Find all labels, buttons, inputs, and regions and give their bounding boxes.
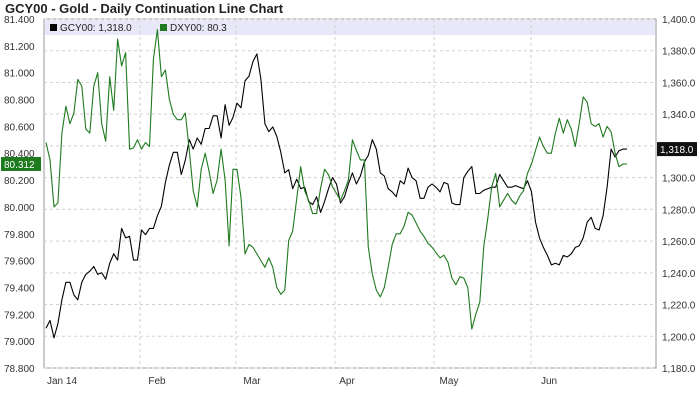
- last-value-tag: [1, 156, 41, 171]
- left-tick-label: 80.600: [4, 122, 35, 133]
- series-line-gcy00: [45, 53, 627, 339]
- left-tick-label: 78.800: [4, 364, 35, 375]
- x-tick-label: Jan 14: [47, 376, 77, 387]
- right-tick-label: 1,180.0: [662, 364, 696, 375]
- left-tick-label: 80.200: [4, 176, 35, 187]
- plot-area: [43, 18, 657, 369]
- left-tick-label: 80.800: [4, 96, 35, 107]
- right-tick-label: 1,280.0: [662, 205, 696, 216]
- legend-band: [45, 20, 655, 35]
- left-tick-label: 81.200: [4, 42, 35, 53]
- last-value-tag: [657, 142, 697, 157]
- left-tick-label: 81.000: [4, 69, 35, 80]
- left-tick-label: 80.000: [4, 203, 35, 214]
- x-tick-label: Mar: [243, 376, 261, 387]
- left-tick-label: 79.800: [4, 230, 35, 241]
- right-tick-label: 1,220.0: [662, 301, 696, 312]
- right-tick-label: 1,240.0: [662, 269, 696, 280]
- right-tick-label: 1,360.0: [662, 78, 696, 89]
- left-tick-label: 79.200: [4, 310, 35, 321]
- right-tick-label: 1,200.0: [662, 332, 696, 343]
- x-tick-label: Apr: [339, 376, 355, 387]
- legend-swatch: [160, 24, 167, 31]
- right-tick-label: 1,260.0: [662, 237, 696, 248]
- last-value-label: 1,318.0: [660, 145, 694, 156]
- x-tick-label: Feb: [148, 376, 166, 387]
- x-tick-label: Jun: [541, 376, 557, 387]
- legend-label: DXY00: 80.3: [170, 23, 227, 34]
- left-tick-label: 79.400: [4, 283, 35, 294]
- right-tick-label: 1,380.0: [662, 47, 696, 58]
- left-tick-label: 79.000: [4, 337, 35, 348]
- series-line-dxy00: [45, 29, 627, 330]
- left-tick-label: 80.400: [4, 149, 35, 160]
- right-tick-label: 1,300.0: [662, 174, 696, 185]
- left-tick-label: 81.400: [4, 15, 35, 26]
- last-value-label: 80.312: [4, 160, 35, 171]
- legend-label: GCY00: 1,318.0: [60, 23, 132, 34]
- x-tick-label: May: [440, 376, 459, 387]
- left-tick-label: 79.600: [4, 257, 35, 268]
- legend-swatch: [50, 24, 57, 31]
- right-tick-label: 1,400.0: [662, 15, 696, 26]
- right-tick-label: 1,340.0: [662, 110, 696, 121]
- chart-title: GCY00 - Gold - Daily Continuation Line C…: [5, 1, 284, 16]
